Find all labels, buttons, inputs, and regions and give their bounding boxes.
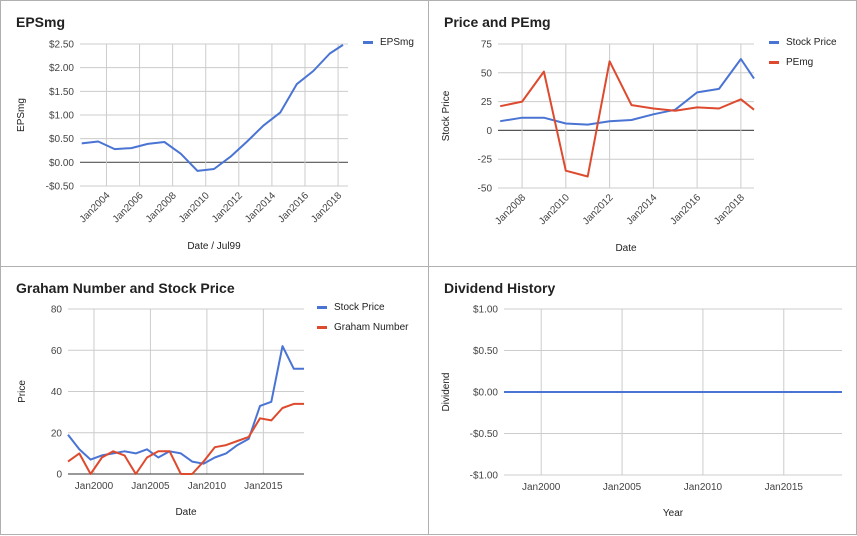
panel-graham: Graham Number and Stock Price 80 60 40 20 0 Ja… (0, 266, 429, 535)
panel-epsmg: EPSmg $2.50 $2.00 $1.50 $1.00 $0.50 $0.00 -$0.5… (0, 0, 429, 267)
chart-dividend: Dividend History $1.00 $0.50 $0.00 -$0.50 -$1… (441, 280, 842, 519)
y-tick-label: $1.00 (49, 111, 74, 122)
y-tick-label: 20 (51, 428, 63, 439)
x-tick-label: Jan2015 (765, 482, 804, 493)
x-tick-label: Jan2018 (309, 190, 344, 225)
x-tick-label: Jan2010 (537, 192, 572, 227)
x-tick-label: Jan2008 (493, 192, 528, 227)
x-tick-label: Jan2005 (603, 482, 642, 493)
x-tick-label: Jan2016 (276, 190, 311, 225)
chart-epsmg: EPSmg $2.50 $2.00 $1.50 $1.00 $0.50 $0.00 -$0.5… (16, 14, 414, 252)
legend-label: Graham Number (334, 322, 409, 333)
x-tick-label: Jan2012 (581, 192, 616, 227)
chart-title: Graham Number and Stock Price (16, 280, 235, 296)
x-tick-label: Jan2012 (210, 190, 245, 225)
y-tick-label: 80 (51, 305, 63, 316)
legend-label: Stock Price (786, 37, 837, 48)
chart-graham: Graham Number and Stock Price 80 60 40 20 0 Ja… (16, 280, 409, 518)
y-tick-label: -$1.00 (470, 471, 499, 482)
y-tick-label: 50 (481, 68, 493, 79)
x-tick-label: Jan2005 (131, 481, 170, 492)
series-line-stock-price (67, 345, 304, 465)
y-tick-label: $1.00 (473, 305, 498, 316)
y-axis-title: EPSmg (16, 98, 27, 132)
y-axis-title: Stock Price (441, 90, 452, 141)
y-tick-label: -$0.50 (46, 182, 75, 193)
chart-title: EPSmg (16, 14, 65, 30)
x-axis-title: Year (663, 508, 684, 519)
legend-label: PEmg (786, 57, 813, 68)
y-tick-label: $0.00 (473, 388, 498, 399)
y-tick-label: $0.50 (473, 346, 498, 357)
series-line-stock-price (500, 58, 755, 126)
legend-swatch (363, 41, 373, 44)
x-axis-title: Date (615, 243, 637, 254)
x-tick-label: Jan2014 (243, 190, 278, 225)
x-tick-label: Jan2004 (78, 190, 113, 225)
series-line-epsmg (81, 44, 344, 172)
panel-dividend: Dividend History $1.00 $0.50 $0.00 -$0.50 -$1… (428, 266, 857, 535)
y-tick-label: $1.50 (49, 87, 74, 98)
y-tick-label: 25 (481, 97, 493, 108)
x-tick-label: Jan2016 (668, 192, 703, 227)
x-tick-label: Jan2010 (177, 190, 212, 225)
chart-title: Price and PEmg (444, 14, 551, 30)
legend-swatch (317, 326, 327, 329)
y-tick-label: 60 (51, 346, 63, 357)
x-tick-label: Jan2015 (244, 481, 283, 492)
y-tick-label: $0.00 (49, 158, 74, 169)
x-axis-title: Date / Jul99 (187, 241, 241, 252)
chart-title: Dividend History (444, 280, 555, 296)
x-tick-label: Jan2000 (522, 482, 561, 493)
y-tick-label: -$0.50 (470, 429, 499, 440)
y-tick-label: $0.50 (49, 134, 74, 145)
panel-price-pemg: Price and PEmg 75 50 25 0 -25 -50 Jan2008 Jan201… (428, 0, 857, 267)
x-tick-label: Jan2010 (684, 482, 723, 493)
y-tick-label: 40 (51, 387, 63, 398)
legend-swatch (769, 41, 779, 44)
y-tick-label: $2.00 (49, 63, 74, 74)
series-line-pemg (499, 60, 755, 178)
x-tick-label: Jan2010 (188, 481, 227, 492)
y-tick-label: -25 (478, 155, 493, 166)
y-tick-label: 0 (486, 126, 492, 137)
x-axis-title: Date (175, 507, 197, 518)
x-tick-label: Jan2018 (712, 192, 747, 227)
legend-label: EPSmg (380, 37, 414, 48)
y-axis-title: Price (17, 380, 28, 403)
y-tick-label: -50 (478, 184, 493, 195)
y-tick-label: 0 (56, 470, 62, 481)
series-line-graham-number (67, 402, 304, 475)
x-tick-label: Jan2014 (625, 192, 660, 227)
x-tick-label: Jan2006 (111, 190, 146, 225)
x-tick-label: Jan2008 (144, 190, 179, 225)
y-axis-title: Dividend (441, 373, 452, 412)
legend-label: Stock Price (334, 302, 385, 313)
y-tick-label: $2.50 (49, 40, 74, 51)
x-tick-label: Jan2000 (75, 481, 114, 492)
y-tick-label: 75 (481, 40, 493, 51)
legend-swatch (317, 306, 327, 309)
legend-swatch (769, 61, 779, 64)
